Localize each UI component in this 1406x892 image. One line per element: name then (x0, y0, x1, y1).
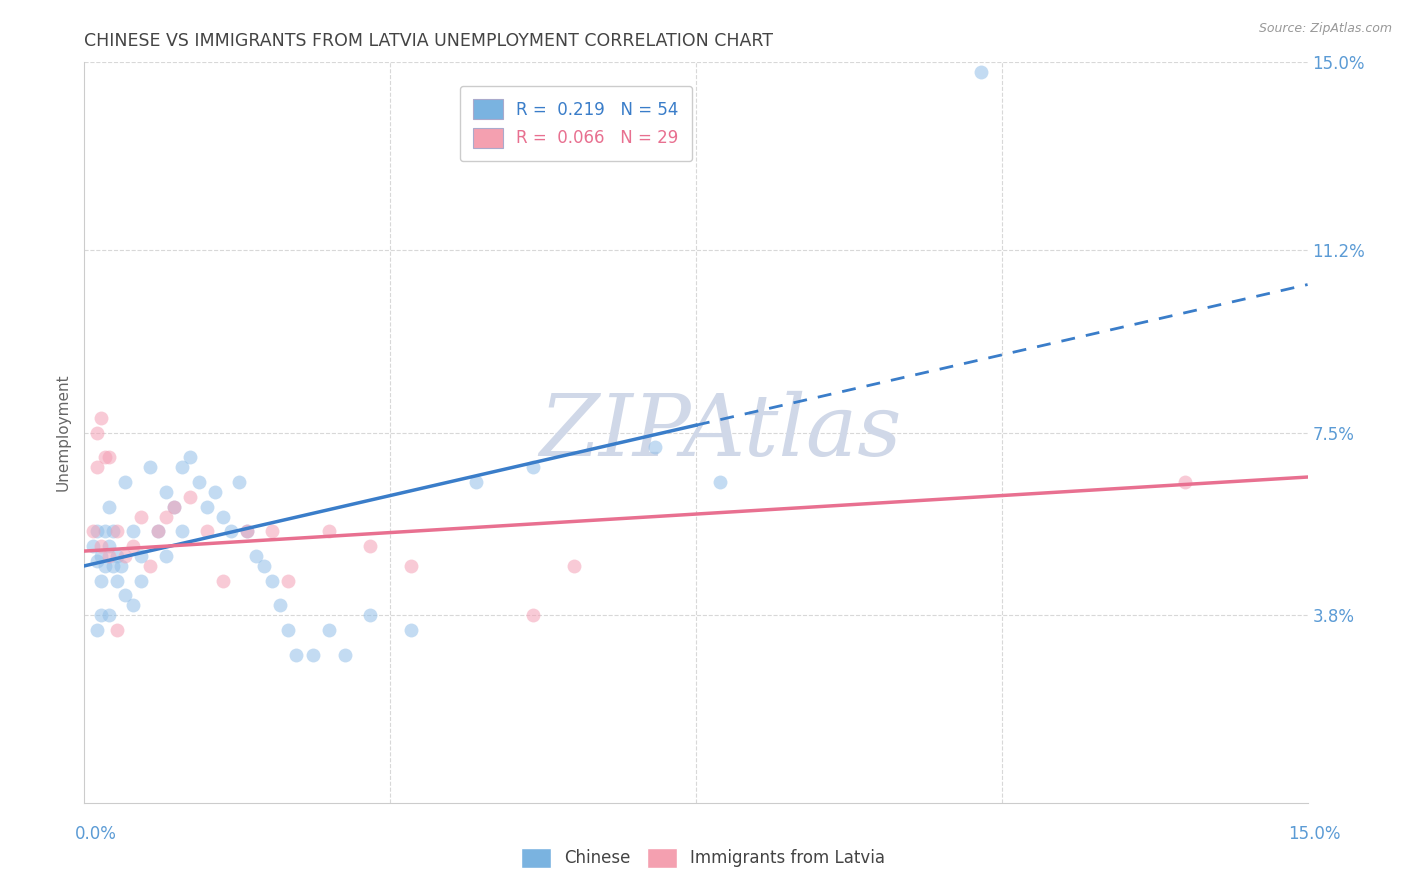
Point (146, 524, 169, 539)
Point (97, 549, 120, 563)
Point (97, 608, 120, 623)
Point (163, 500, 186, 514)
Point (172, 524, 194, 539)
Point (138, 460, 160, 475)
Point (399, 558, 422, 573)
Point (90, 574, 112, 588)
Point (93, 524, 115, 539)
Point (155, 484, 177, 499)
Point (359, 539, 381, 553)
Legend: R =  0.219   N = 54, R =  0.066   N = 29: R = 0.219 N = 54, R = 0.066 N = 29 (460, 86, 692, 161)
Point (155, 549, 177, 563)
Point (131, 509, 153, 524)
Point (212, 574, 235, 588)
Point (253, 558, 276, 573)
Point (359, 608, 381, 623)
Point (522, 460, 544, 475)
Text: ZIPAtlas: ZIPAtlas (538, 392, 901, 474)
Point (114, 475, 136, 489)
Point (122, 539, 145, 553)
Point (131, 574, 153, 588)
Point (318, 623, 340, 637)
Point (155, 509, 177, 524)
Point (236, 524, 259, 539)
Point (86, 425, 108, 440)
Point (335, 648, 357, 662)
Point (1174, 475, 1197, 489)
Point (122, 599, 145, 613)
Point (138, 558, 160, 573)
Point (236, 524, 259, 539)
Point (82, 539, 104, 553)
Point (93, 450, 115, 465)
Point (114, 589, 136, 603)
Point (709, 475, 731, 489)
Point (146, 524, 169, 539)
Point (122, 524, 145, 539)
Point (86, 460, 108, 475)
Point (179, 450, 201, 465)
Point (163, 500, 186, 514)
Point (644, 441, 666, 455)
Text: CHINESE VS IMMIGRANTS FROM LATVIA UNEMPLOYMENT CORRELATION CHART: CHINESE VS IMMIGRANTS FROM LATVIA UNEMPL… (84, 32, 773, 50)
Point (970, 65, 993, 79)
Point (101, 524, 124, 539)
Point (90, 608, 112, 623)
Point (179, 490, 201, 504)
Point (204, 484, 226, 499)
Point (285, 648, 308, 662)
Point (301, 648, 323, 662)
Point (522, 608, 544, 623)
Point (105, 524, 128, 539)
Point (105, 623, 128, 637)
Point (269, 599, 291, 613)
Point (82, 524, 104, 539)
Point (101, 558, 124, 573)
Point (318, 524, 340, 539)
Point (260, 574, 283, 588)
Point (172, 460, 194, 475)
Point (399, 623, 422, 637)
Point (105, 574, 128, 588)
Point (228, 475, 250, 489)
Point (90, 539, 112, 553)
Point (90, 410, 112, 425)
Point (86, 554, 108, 568)
Legend: Chinese, Immigrants from Latvia: Chinese, Immigrants from Latvia (515, 841, 891, 875)
Point (277, 623, 299, 637)
Point (245, 549, 267, 563)
Point (219, 524, 242, 539)
Point (93, 558, 115, 573)
Point (110, 558, 132, 573)
Point (195, 524, 218, 539)
Text: 0.0%: 0.0% (75, 825, 117, 843)
Point (131, 549, 153, 563)
Point (97, 539, 120, 553)
Text: 15.0%: 15.0% (1288, 825, 1341, 843)
Point (105, 549, 128, 563)
Point (86, 623, 108, 637)
Point (562, 558, 585, 573)
Point (187, 475, 209, 489)
Point (97, 500, 120, 514)
Point (277, 574, 299, 588)
Point (212, 509, 235, 524)
Point (97, 450, 120, 465)
Point (195, 500, 218, 514)
Text: Source: ZipAtlas.com: Source: ZipAtlas.com (1258, 22, 1392, 36)
Y-axis label: Unemployment: Unemployment (55, 374, 70, 491)
Point (464, 475, 486, 489)
Point (90, 549, 112, 563)
Point (86, 524, 108, 539)
Point (260, 524, 283, 539)
Point (114, 549, 136, 563)
